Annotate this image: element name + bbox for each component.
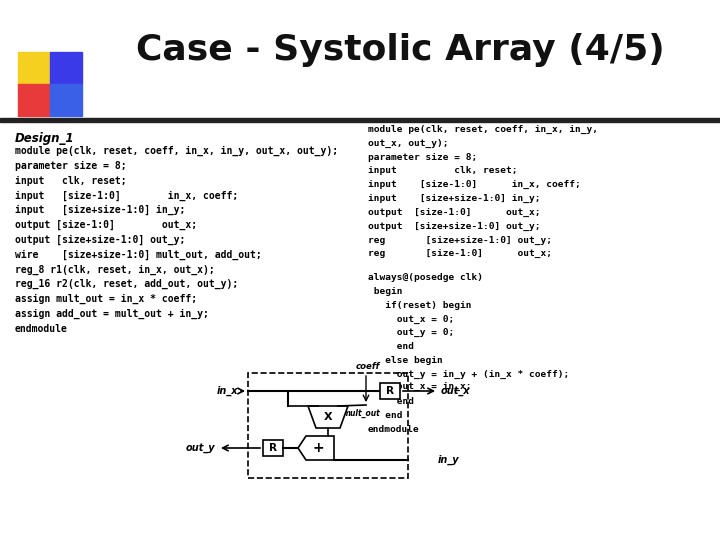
Text: input    [size-1:0]      in_x, coeff;: input [size-1:0] in_x, coeff; <box>368 180 581 190</box>
Text: else begin: else begin <box>368 356 443 365</box>
Text: parameter size = 8;: parameter size = 8; <box>368 153 477 161</box>
Text: in_x: in_x <box>217 386 238 396</box>
Text: reg       [size+size-1:0] out_y;: reg [size+size-1:0] out_y; <box>368 235 552 245</box>
Text: input          clk, reset;: input clk, reset; <box>368 166 518 176</box>
Text: end: end <box>368 397 414 406</box>
Text: out_y = 0;: out_y = 0; <box>368 328 454 338</box>
Text: input    [size+size-1:0] in_y;: input [size+size-1:0] in_y; <box>368 194 541 203</box>
Text: out_x = in_x;: out_x = in_x; <box>368 383 472 393</box>
Text: out_x, out_y);: out_x, out_y); <box>368 139 449 148</box>
Text: module pe(clk, reset, coeff, in_x, in_y,: module pe(clk, reset, coeff, in_x, in_y, <box>368 125 598 134</box>
Polygon shape <box>298 436 334 460</box>
Text: X: X <box>324 412 333 422</box>
Bar <box>18 84 50 116</box>
Text: mult_out: mult_out <box>343 408 381 417</box>
Text: out_x = 0;: out_x = 0; <box>368 314 454 323</box>
Text: reg       [size-1:0]      out_x;: reg [size-1:0] out_x; <box>368 249 552 258</box>
Text: R: R <box>386 386 394 396</box>
Text: module pe(clk, reset, coeff, in_x, in_y, out_x, out_y);: module pe(clk, reset, coeff, in_x, in_y,… <box>15 146 338 156</box>
Text: input   [size+size-1:0] in_y;: input [size+size-1:0] in_y; <box>15 205 185 215</box>
Text: output  [size+size-1:0] out_y;: output [size+size-1:0] out_y; <box>368 221 541 231</box>
Text: if(reset) begin: if(reset) begin <box>368 301 472 309</box>
Text: input   clk, reset;: input clk, reset; <box>15 176 127 186</box>
Bar <box>380 383 400 399</box>
Text: input   [size-1:0]        in_x, coeff;: input [size-1:0] in_x, coeff; <box>15 191 238 201</box>
Text: endmodule: endmodule <box>368 425 420 434</box>
Bar <box>50 52 82 84</box>
Text: R: R <box>269 443 277 453</box>
Text: out_y = in_y + (in_x * coeff);: out_y = in_y + (in_x * coeff); <box>368 369 570 379</box>
Text: output [size+size-1:0] out_y;: output [size+size-1:0] out_y; <box>15 235 185 245</box>
Text: end: end <box>368 411 402 420</box>
Text: output [size-1:0]        out_x;: output [size-1:0] out_x; <box>15 220 197 230</box>
Bar <box>50 84 82 116</box>
Text: reg_8 r1(clk, reset, in_x, out_x);: reg_8 r1(clk, reset, in_x, out_x); <box>15 265 215 275</box>
Text: parameter size = 8;: parameter size = 8; <box>15 161 127 171</box>
Text: endmodule: endmodule <box>15 323 68 334</box>
Text: Design_1: Design_1 <box>15 132 74 145</box>
Bar <box>0 118 720 122</box>
Bar <box>263 440 283 456</box>
Text: assign mult_out = in_x * coeff;: assign mult_out = in_x * coeff; <box>15 294 197 304</box>
Text: begin: begin <box>368 287 402 296</box>
Text: +: + <box>312 441 324 455</box>
Text: assign add_out = mult_out + in_y;: assign add_out = mult_out + in_y; <box>15 309 209 319</box>
Text: wire    [size+size-1:0] mult_out, add_out;: wire [size+size-1:0] mult_out, add_out; <box>15 249 262 260</box>
Text: out_x: out_x <box>441 386 470 396</box>
Text: out_y: out_y <box>185 443 215 453</box>
Polygon shape <box>308 406 348 428</box>
Text: output  [size-1:0]      out_x;: output [size-1:0] out_x; <box>368 208 541 217</box>
Text: end: end <box>368 342 414 351</box>
Bar <box>18 52 50 84</box>
Text: always@(posedge clk): always@(posedge clk) <box>368 273 483 282</box>
Text: reg_16 r2(clk, reset, add_out, out_y);: reg_16 r2(clk, reset, add_out, out_y); <box>15 279 238 289</box>
Text: coeff: coeff <box>356 362 380 371</box>
Text: in_y: in_y <box>438 455 459 465</box>
Text: Case - Systolic Array (4/5): Case - Systolic Array (4/5) <box>135 33 665 67</box>
